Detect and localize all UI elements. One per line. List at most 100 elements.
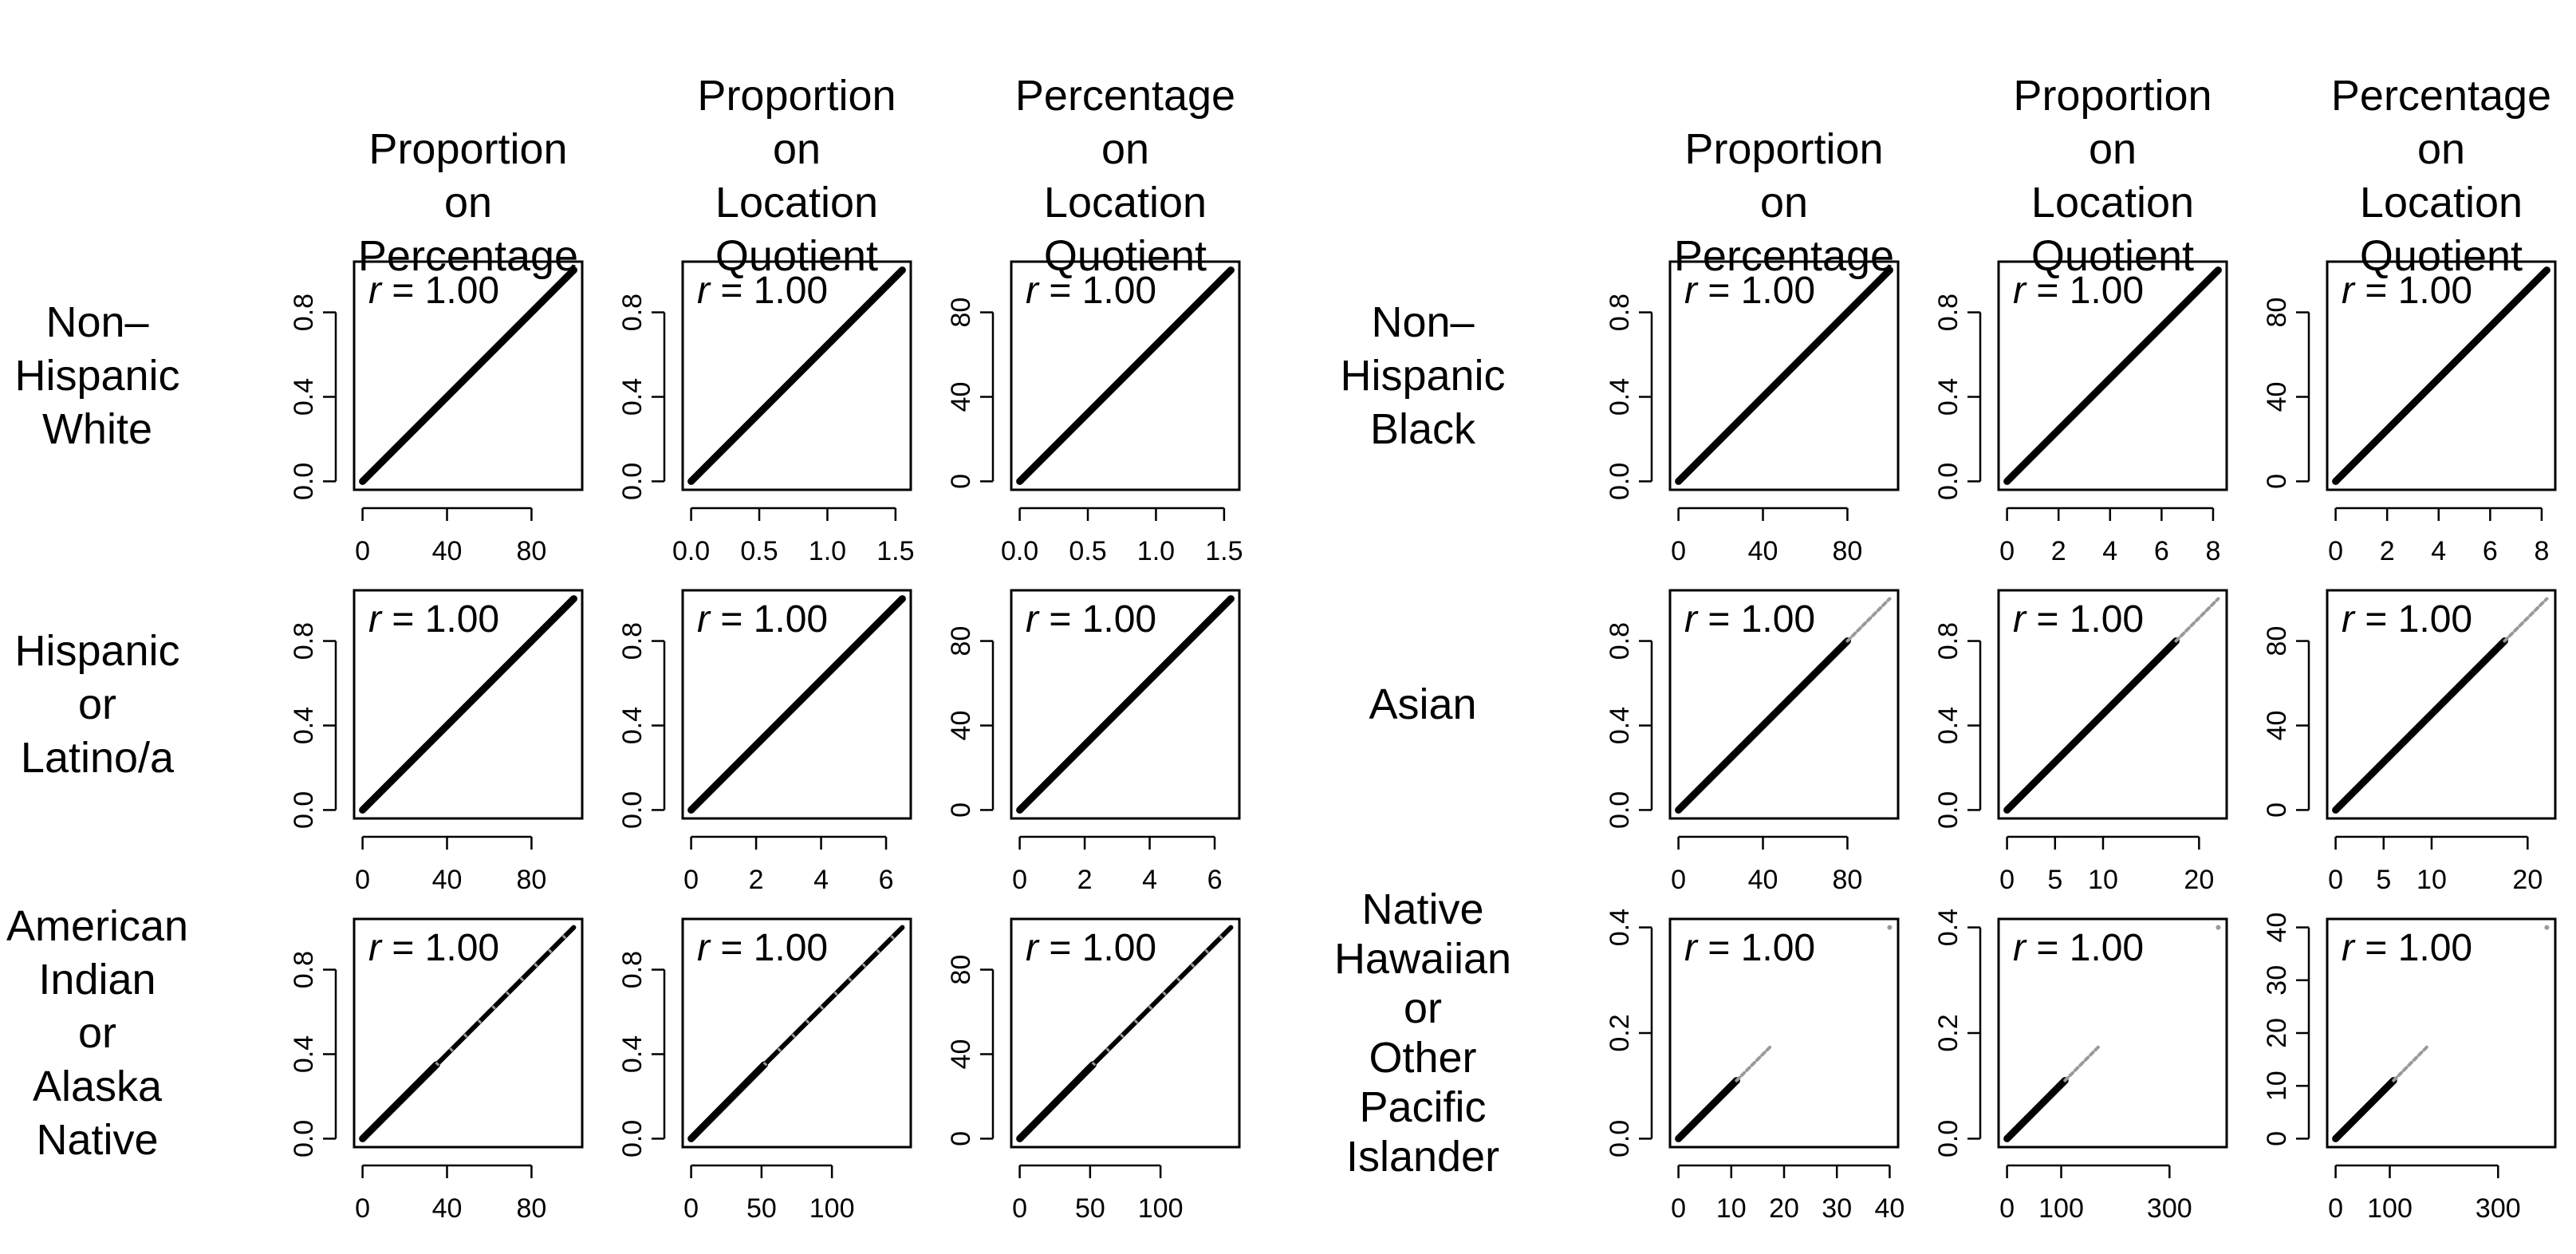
row-label-line: Non– [1371, 298, 1474, 346]
correlation-annotation: r = 1.00 [2013, 598, 2144, 641]
row-label-line: Latino/a [21, 734, 175, 782]
correlation-annotation: r = 1.00 [2342, 270, 2472, 312]
x-tick-label: 0 [2328, 865, 2343, 895]
dense-point-band [2003, 637, 2180, 814]
x-tick-label: 50 [1075, 1193, 1105, 1224]
x-tick-label: 2 [2051, 536, 2066, 566]
column-title-line: Percentage [1674, 232, 1894, 280]
x-tick-label: 0.5 [1069, 536, 1106, 566]
x-tick-label: 0 [1999, 536, 2015, 566]
y-tick-label: 0.4 [289, 1035, 319, 1073]
row-label-line: or [78, 680, 116, 728]
y-tick-label: 0.0 [289, 791, 319, 829]
row-label-line: White [42, 405, 152, 453]
x-tick-label: 0 [683, 1193, 699, 1224]
plot-frame [353, 917, 584, 1149]
dense-point-band [1016, 595, 1235, 814]
y-tick-label: 0.8 [1933, 622, 1964, 660]
dense-point-band [687, 1061, 768, 1142]
scatter-panel: 0 100 300 0 10 20 30 40 r = 1.00 [2262, 913, 2557, 1224]
correlation-symbol: r [2013, 270, 2027, 312]
column-title-line: Percentage [2331, 72, 2551, 120]
row-label-line: Islander [1346, 1133, 1499, 1181]
x-tick-label: 0 [1999, 1193, 2015, 1224]
column-title-line: on [1760, 179, 1808, 227]
x-tick-label: 10 [1716, 1193, 1747, 1224]
x-tick-label: 80 [517, 536, 547, 566]
row-label-line: Hispanic [14, 352, 179, 400]
x-tick-label: 0 [1671, 1193, 1686, 1224]
y-tick-label: 0 [2262, 802, 2292, 818]
plot-frame [1668, 260, 1900, 491]
x-tick-label: 0 [2328, 536, 2343, 566]
correlation-annotation: r = 1.00 [1684, 270, 1815, 312]
y-tick-label: 20 [2262, 1018, 2292, 1048]
x-tick-label: 1.5 [876, 536, 914, 566]
y-tick-label: 0.4 [1933, 909, 1964, 946]
x-tick-label: 80 [517, 865, 547, 895]
y-tick-label: 80 [2262, 626, 2292, 657]
correlation-symbol: r [368, 270, 383, 312]
x-tick-label: 1.0 [1137, 536, 1175, 566]
y-tick-label: 0.4 [617, 1035, 648, 1073]
x-tick-label: 40 [1748, 536, 1778, 566]
y-tick-label: 0.8 [617, 951, 648, 988]
column-title-line: on [2089, 125, 2137, 173]
dense-point-band [1675, 637, 1851, 814]
correlation-symbol: r [1684, 270, 1699, 312]
x-tick-label: 4 [1142, 865, 1157, 895]
scatter-panel: 0 40 80 0.0 0.4 0.8 r = 1.00 [289, 589, 584, 895]
y-tick-label: 0 [946, 802, 976, 818]
column-title-line: Quotient [2360, 232, 2523, 280]
correlation-symbol: r [1026, 270, 1040, 312]
y-tick-label: 0.0 [617, 1120, 648, 1157]
correlation-value: = 1.00 [381, 598, 499, 641]
correlation-value: = 1.00 [2354, 927, 2472, 969]
correlation-symbol: r [697, 927, 711, 969]
y-tick-label: 0.8 [617, 622, 648, 660]
x-tick-label: 4 [813, 865, 829, 895]
sparse-point-band [2503, 597, 2549, 643]
column-title-line: on [444, 179, 492, 227]
y-tick-label: 40 [946, 711, 976, 741]
column-title-line: Location [1044, 179, 1207, 227]
correlation-symbol: r [2013, 927, 2027, 969]
dense-point-band [2332, 266, 2550, 485]
plot-frame [2326, 589, 2557, 820]
x-tick-label: 300 [2476, 1193, 2521, 1224]
scatter-panel: 0.0 0.5 1.0 1.5 0.0 0.4 0.8 r = 1.00 [617, 260, 914, 566]
plot-frame [2326, 917, 2557, 1149]
sparse-point-band [1845, 597, 1892, 643]
scatter-panel: 0 100 300 0.0 0.2 0.4 r = 1.00 [1933, 909, 2228, 1224]
correlation-annotation: r = 1.00 [1026, 270, 1156, 312]
x-tick-label: 40 [432, 865, 463, 895]
plot-frame [1997, 589, 2228, 820]
dense-point-band [2332, 637, 2508, 814]
row-label-line: Native [1361, 885, 1483, 933]
correlation-annotation: r = 1.00 [697, 598, 828, 641]
x-tick-label: 5 [2376, 865, 2391, 895]
x-tick-label: 0 [1012, 865, 1027, 895]
correlation-annotation: r = 1.00 [697, 927, 828, 969]
row-label-line: or [78, 1009, 116, 1057]
column-title-line: Quotient [715, 232, 878, 280]
x-tick-label: 20 [2512, 865, 2543, 895]
y-tick-label: 0.8 [289, 951, 319, 988]
dense-point-band [2332, 1077, 2397, 1142]
x-tick-label: 0 [1999, 865, 2015, 895]
correlation-annotation: r = 1.00 [368, 270, 499, 312]
x-tick-label: 0 [355, 1193, 370, 1224]
y-tick-label: 0.8 [289, 294, 319, 331]
y-tick-label: 0.2 [1933, 1014, 1964, 1051]
y-tick-label: 0.4 [1933, 707, 1964, 744]
correlation-symbol: r [1026, 927, 1040, 969]
column-title-line: Proportion [368, 125, 567, 173]
x-tick-label: 8 [2534, 536, 2549, 566]
scatter-panel: 0 2 4 6 8 0.0 0.4 0.8 r = 1.00 [1933, 260, 2228, 566]
correlation-annotation: r = 1.00 [2342, 927, 2472, 969]
row-label-line: or [1404, 984, 1442, 1032]
y-tick-label: 0.4 [617, 378, 648, 416]
y-tick-label: 0.4 [617, 707, 648, 744]
x-tick-label: 1.0 [809, 536, 846, 566]
y-tick-label: 0 [946, 474, 976, 489]
